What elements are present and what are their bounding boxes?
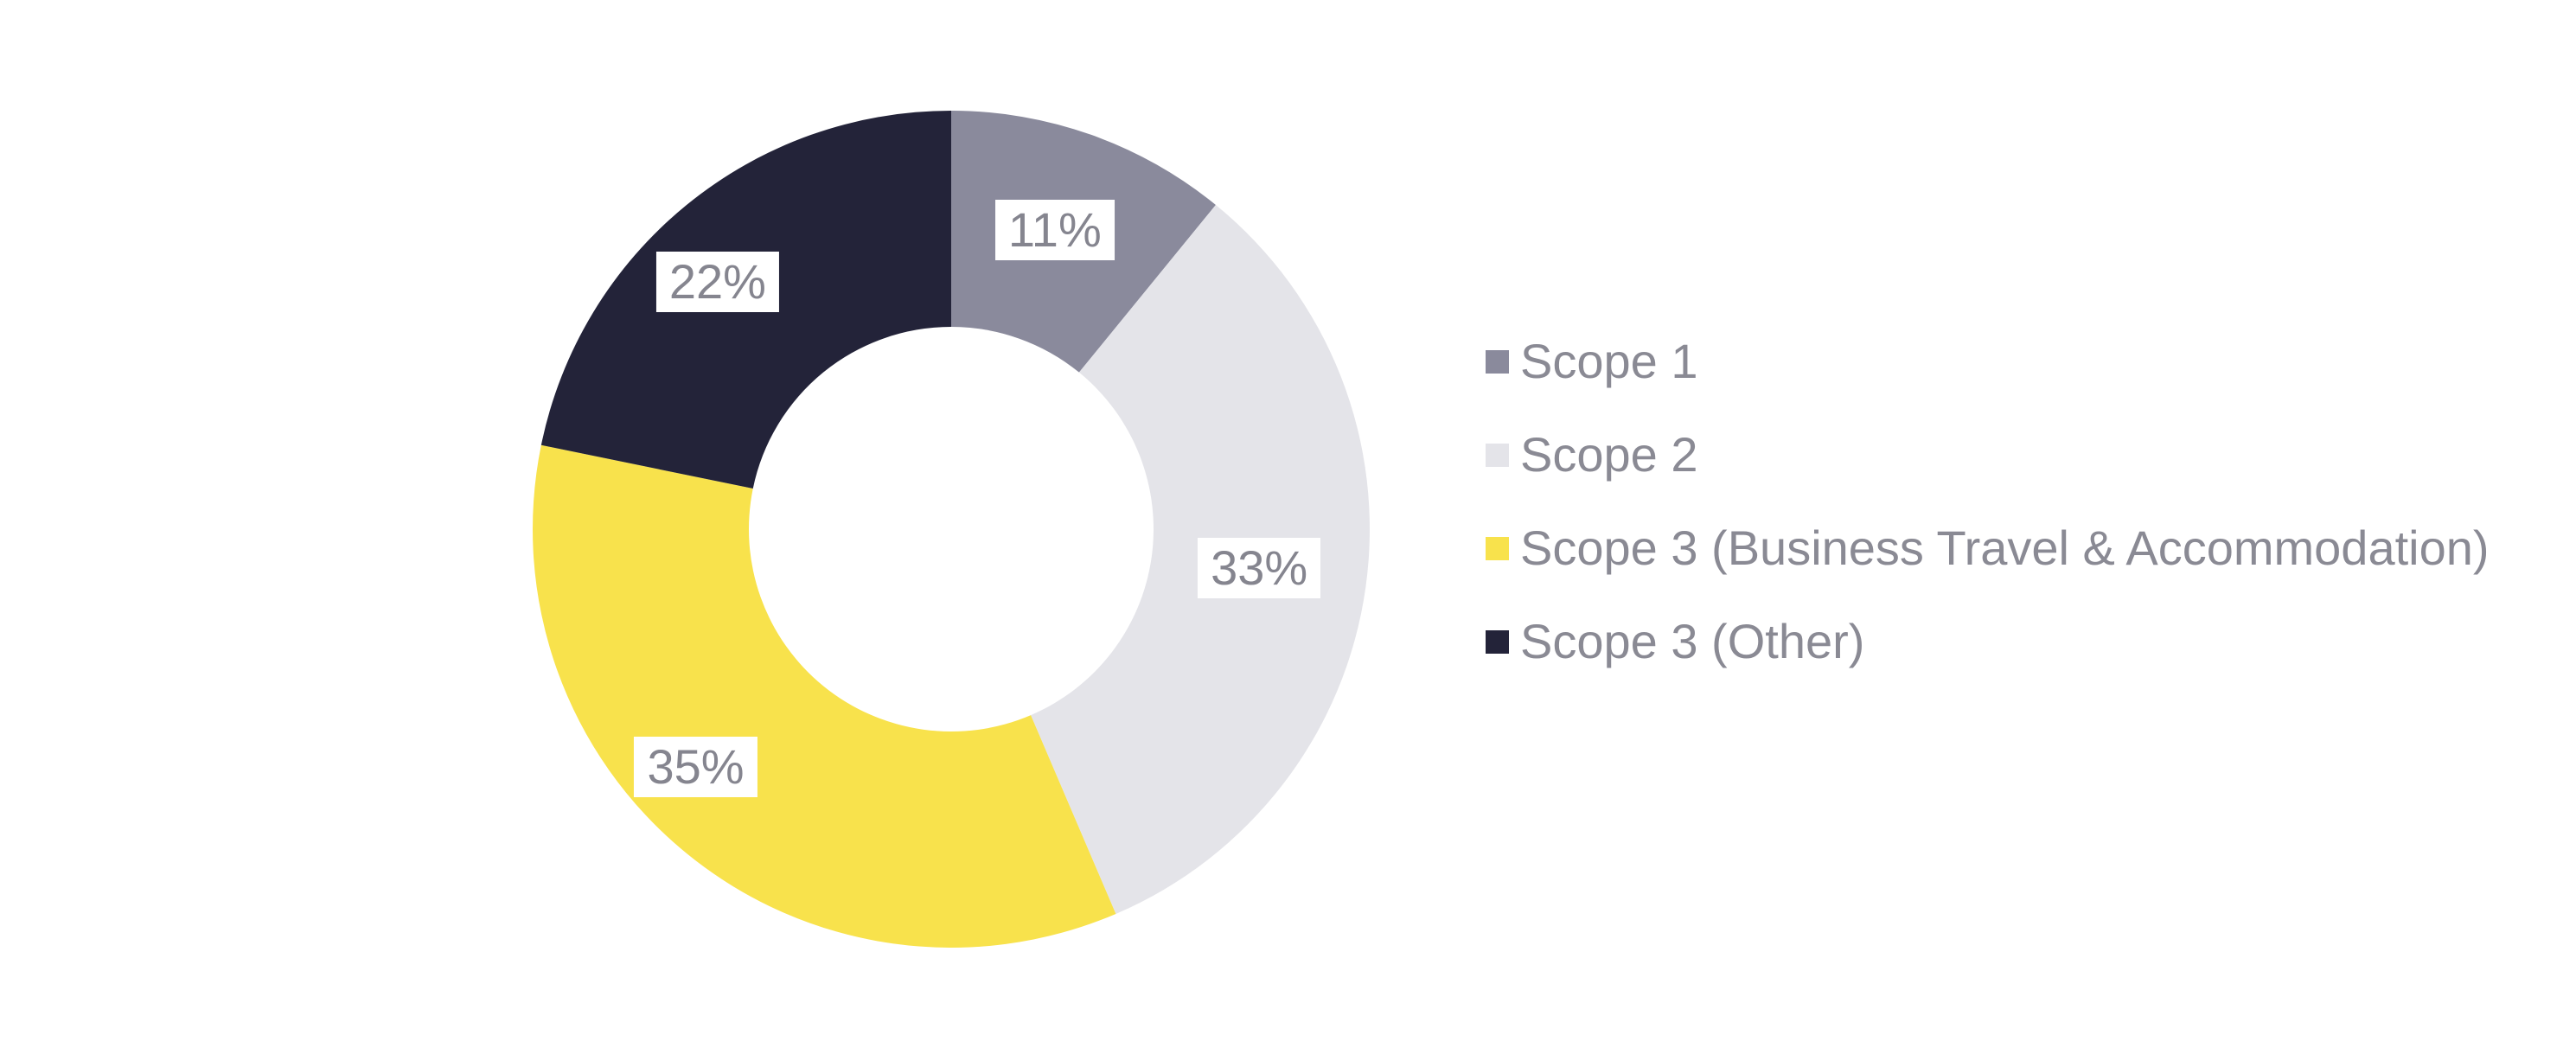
legend-swatch-scope-2 [1486, 443, 1509, 467]
slice-label-scope-3-other: 22% [655, 252, 779, 313]
slice-label-scope-2: 33% [1198, 538, 1321, 599]
legend-item-scope-3-other[interactable]: Scope 3 (Other) [1486, 617, 2490, 666]
legend-label-scope-1: Scope 1 [1520, 334, 1698, 388]
slice-scope-3-business-travel-accommodation[interactable] [532, 444, 1116, 949]
chart-legend: Scope 1 Scope 2 Scope 3 (Business Travel… [1486, 337, 2490, 711]
legend-swatch-scope-3-business-travel [1486, 536, 1509, 560]
legend-label-scope-2: Scope 2 [1520, 427, 1698, 482]
legend-label-scope-3-business-travel: Scope 3 (Business Travel & Accommodation… [1520, 521, 2490, 575]
slice-label-scope-1: 11% [994, 200, 1115, 261]
legend-swatch-scope-1 [1486, 349, 1509, 374]
legend-item-scope-2[interactable]: Scope 2 [1486, 431, 2490, 479]
legend-label-scope-3-other: Scope 3 (Other) [1520, 614, 1865, 668]
legend-swatch-scope-3-other [1486, 629, 1509, 654]
legend-item-scope-1[interactable]: Scope 1 [1486, 337, 2490, 386]
legend-item-scope-3-business-travel[interactable]: Scope 3 (Business Travel & Accommodation… [1486, 524, 2490, 572]
slice-label-scope-3-business-travel-accommodation: 35% [634, 737, 757, 798]
